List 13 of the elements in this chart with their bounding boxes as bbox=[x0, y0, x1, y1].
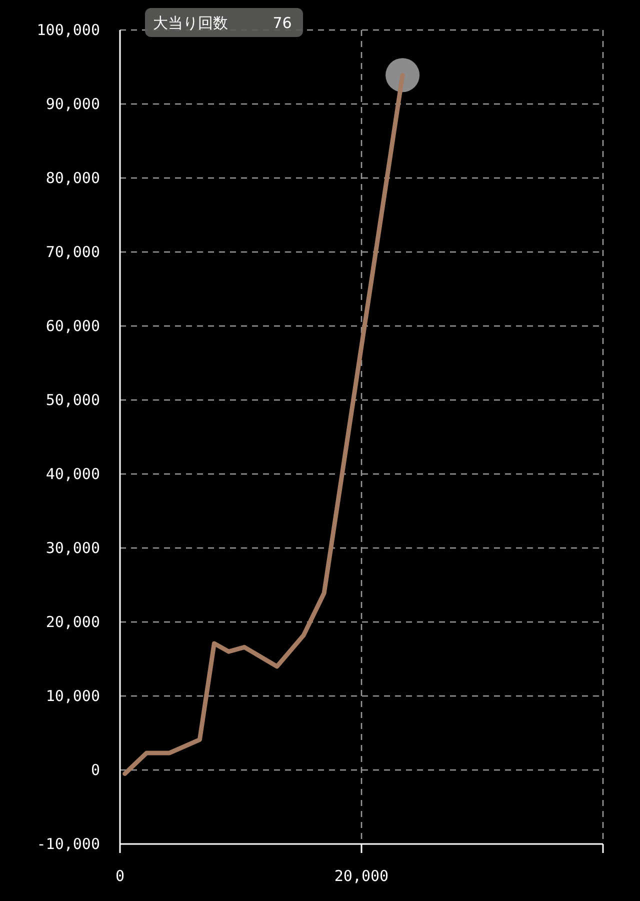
y-tick-label: 30,000 bbox=[46, 539, 100, 557]
y-tick-label: 60,000 bbox=[46, 317, 100, 335]
annotation: 大当り回数 76 bbox=[153, 14, 292, 32]
y-tick-label: 100,000 bbox=[36, 21, 100, 39]
y-tick-label: 0 bbox=[90, 761, 100, 779]
y-tick-label: 70,000 bbox=[46, 243, 100, 261]
y-tick-label: 40,000 bbox=[46, 465, 100, 483]
y-tick-label: 80,000 bbox=[46, 169, 100, 187]
y-tick-label: 10,000 bbox=[46, 687, 100, 705]
y-tick-label: 20,000 bbox=[46, 613, 100, 631]
y-tick-label: -10,000 bbox=[36, 835, 100, 853]
y-tick-label: 90,000 bbox=[46, 95, 100, 113]
y-tick-label: 50,000 bbox=[46, 391, 100, 409]
